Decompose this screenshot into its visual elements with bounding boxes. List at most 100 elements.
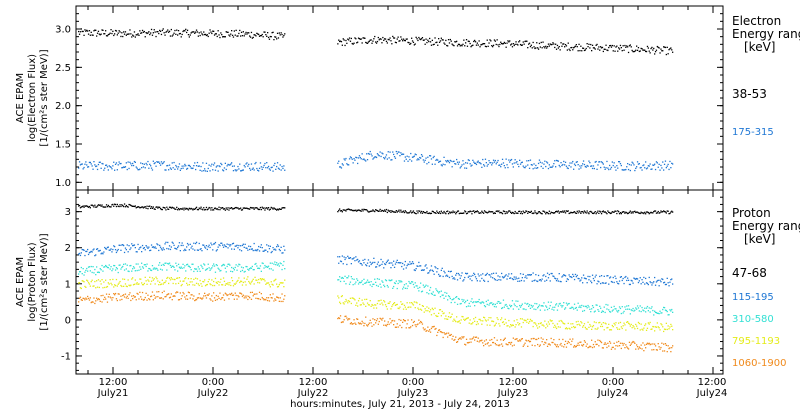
data-point bbox=[654, 51, 657, 53]
data-point bbox=[599, 305, 601, 307]
data-point bbox=[231, 292, 233, 294]
data-point bbox=[162, 28, 164, 30]
data-point bbox=[81, 206, 83, 208]
data-point bbox=[409, 282, 411, 284]
x-tick-date-3: July23 bbox=[397, 388, 429, 399]
data-point bbox=[377, 300, 379, 302]
data-point bbox=[627, 212, 629, 215]
data-point bbox=[581, 344, 583, 346]
data-point bbox=[167, 293, 169, 295]
data-point bbox=[281, 252, 283, 254]
data-point bbox=[644, 307, 646, 309]
data-point bbox=[550, 166, 552, 168]
data-point bbox=[465, 272, 467, 274]
data-point bbox=[170, 277, 172, 279]
data-point bbox=[667, 345, 669, 347]
data-point bbox=[469, 210, 471, 212]
data-point bbox=[113, 293, 115, 295]
data-point bbox=[169, 296, 172, 298]
data-point bbox=[410, 326, 412, 328]
data-point bbox=[193, 242, 195, 244]
data-point bbox=[186, 295, 188, 297]
data-point bbox=[649, 344, 651, 346]
data-point bbox=[114, 294, 116, 296]
data-point bbox=[416, 302, 418, 304]
data-point bbox=[139, 266, 141, 268]
data-point bbox=[585, 47, 587, 50]
data-point bbox=[169, 35, 172, 37]
data-point bbox=[533, 322, 535, 324]
data-point bbox=[515, 212, 517, 214]
data-point bbox=[664, 343, 667, 345]
data-point bbox=[242, 267, 244, 269]
data-point bbox=[101, 162, 103, 165]
data-point bbox=[500, 41, 502, 43]
data-point bbox=[588, 306, 590, 308]
data-point bbox=[355, 323, 357, 325]
data-point bbox=[221, 265, 223, 267]
data-point bbox=[627, 279, 630, 281]
data-point bbox=[220, 242, 222, 244]
data-point bbox=[168, 248, 170, 250]
data-point bbox=[231, 294, 234, 296]
data-point bbox=[275, 278, 277, 280]
data-point bbox=[134, 247, 136, 249]
data-point bbox=[252, 278, 254, 280]
data-point bbox=[274, 208, 276, 210]
data-point bbox=[158, 291, 160, 293]
data-point bbox=[102, 29, 104, 31]
data-point bbox=[556, 160, 559, 162]
data-point bbox=[357, 157, 360, 159]
data-point bbox=[193, 208, 195, 210]
data-point bbox=[600, 323, 603, 325]
data-point bbox=[397, 210, 399, 212]
data-point bbox=[274, 248, 276, 250]
data-point bbox=[164, 169, 166, 171]
data-point bbox=[343, 39, 345, 41]
data-point bbox=[218, 284, 220, 286]
data-point bbox=[551, 341, 553, 344]
data-point bbox=[601, 325, 604, 328]
data-point bbox=[620, 47, 622, 49]
data-point bbox=[404, 210, 406, 212]
data-point bbox=[566, 49, 568, 51]
data-point bbox=[558, 164, 560, 167]
data-point bbox=[585, 345, 587, 347]
data-point bbox=[147, 270, 149, 272]
data-point bbox=[661, 211, 663, 213]
data-point bbox=[349, 281, 352, 283]
data-point bbox=[559, 280, 561, 283]
data-point bbox=[227, 31, 229, 33]
data-point bbox=[232, 170, 235, 172]
data-point bbox=[618, 280, 621, 282]
data-point bbox=[231, 271, 234, 273]
data-point bbox=[518, 277, 520, 279]
data-point bbox=[569, 276, 571, 278]
data-point bbox=[502, 277, 505, 279]
data-point bbox=[87, 280, 89, 282]
data-point bbox=[438, 312, 440, 314]
data-point bbox=[510, 44, 512, 46]
data-point bbox=[506, 278, 508, 280]
data-point bbox=[141, 266, 144, 268]
data-point bbox=[150, 206, 153, 208]
data-point bbox=[148, 298, 150, 300]
data-point bbox=[351, 209, 353, 211]
data-point bbox=[601, 347, 604, 349]
data-point bbox=[256, 279, 258, 281]
data-point bbox=[384, 158, 386, 160]
data-point bbox=[176, 265, 178, 267]
data-point bbox=[361, 42, 363, 44]
data-point bbox=[220, 207, 222, 209]
data-point bbox=[547, 321, 550, 323]
data-point bbox=[520, 304, 523, 307]
data-point bbox=[147, 294, 149, 296]
data-point bbox=[469, 278, 471, 280]
data-point bbox=[215, 33, 217, 35]
data-point bbox=[588, 279, 590, 281]
data-point bbox=[114, 163, 117, 165]
data-point bbox=[261, 168, 263, 170]
data-point bbox=[425, 330, 427, 332]
data-point bbox=[81, 280, 83, 282]
data-point bbox=[515, 338, 517, 340]
